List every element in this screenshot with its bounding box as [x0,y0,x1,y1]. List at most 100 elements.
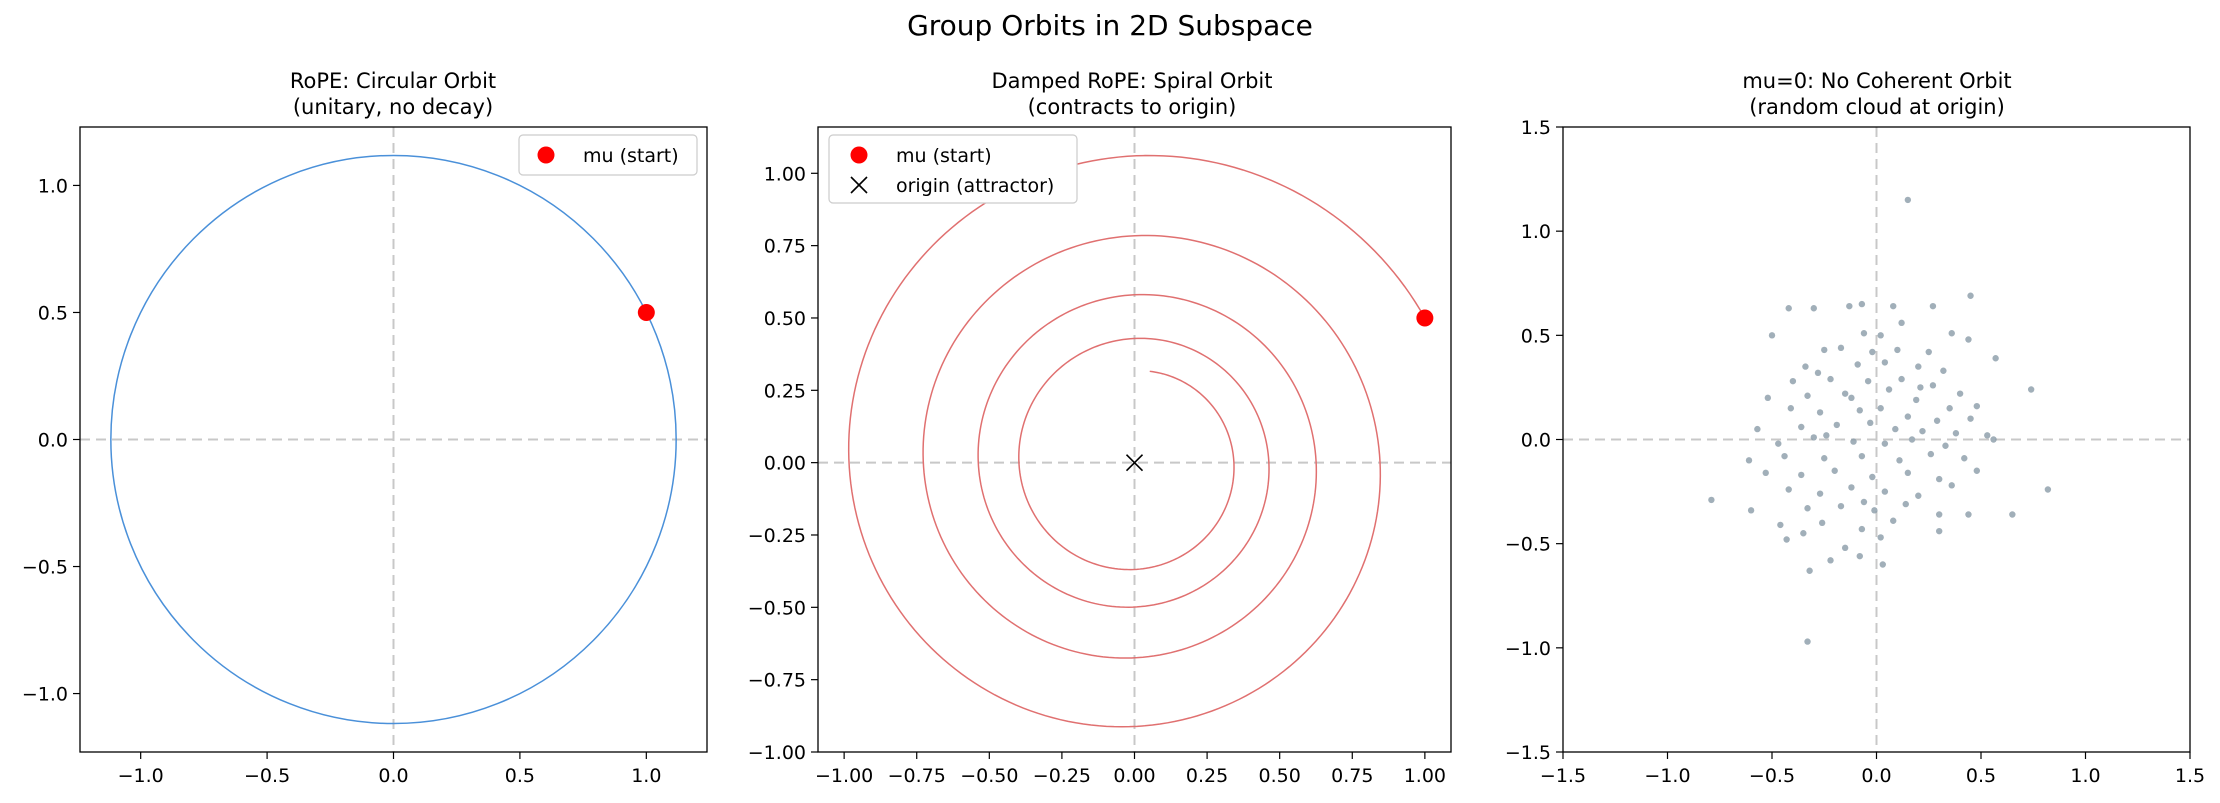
scatter-point [1789,377,1797,385]
scatter-point [1890,517,1897,524]
scatter-point [1942,442,1949,449]
scatter-point [1890,302,1897,310]
y-tick-label: 0.00 [764,453,806,475]
scatter-point [1881,440,1889,447]
x-tick-label: 0.75 [1331,765,1373,787]
y-tick-label: −0.75 [748,670,806,692]
scatter-point [1837,344,1845,352]
scatter-point [1871,507,1878,514]
circular-orbit-line [110,154,677,725]
panel-title-line2: (random cloud at origin) [1749,95,2005,119]
scatter-point [1860,498,1868,506]
scatter-point [1816,490,1824,497]
x-ticks: −1.0 −0.5 0.0 0.5 1.0 [118,752,661,787]
scatter-point [1904,469,1912,477]
scatter-point [1754,425,1761,433]
y-tick-label: −0.5 [22,557,68,579]
scatter-point [1708,496,1715,504]
data-layer [847,154,1434,728]
y-tick-label: −1.0 [22,684,68,706]
scatter-point [1984,432,1991,439]
scatter-point [2044,486,2052,493]
scatter-point [1831,467,1838,474]
spiral-orbit-line [847,154,1426,728]
scatter-point [1915,363,1922,370]
y-tick-label: 0.5 [1521,325,1551,347]
y-ticks: −1.0 −0.5 0.0 0.5 1.0 [22,175,80,706]
scatter-point [1798,423,1805,431]
zero-lines [1563,127,2190,752]
scatter-point [1973,402,1981,410]
scatter-point [2027,386,2035,393]
scatter-point [1965,336,1972,343]
y-tick-label: −0.5 [1505,534,1551,556]
data-layer [1708,196,2052,645]
scatter-point [1952,430,1960,437]
y-tick-label: −1.00 [748,742,806,764]
panel-title-line2: (contracts to origin) [1028,95,1237,119]
panel-title-line1: RoPE: Circular Orbit [290,69,496,93]
scatter-point [1892,425,1899,433]
y-tick-label: 1.0 [1521,221,1551,243]
x-tick-label: −0.5 [1749,765,1795,787]
scatter-point [1867,419,1874,427]
scatter-point [1877,332,1884,339]
scatter-point [1798,471,1805,479]
x-tick-label: −1.0 [1644,765,1690,787]
scatter-point [1967,292,1974,299]
scatter-point [1856,552,1863,560]
legend-frame [518,134,698,176]
scatter-point [1858,300,1866,308]
scatter-point [1848,484,1855,491]
y-tick-label: −1.5 [1505,742,1551,764]
legend-marker-start [850,146,868,164]
x-tick-label: −0.50 [960,765,1018,787]
scatter-point [1904,196,1912,204]
scatter-point [1956,390,1964,397]
scatter-point [1917,384,1924,391]
scatter-point [1856,407,1863,414]
scatter-point [1785,486,1792,493]
scatter-point [1802,363,1809,370]
scatter-point [1764,394,1772,402]
x-tick-label: 0.25 [1186,765,1228,787]
y-tick-label: 1.5 [1521,117,1551,139]
scatter-point [1929,382,1937,389]
y-tick-label: 0.0 [38,430,68,452]
scatter-point [1841,544,1849,552]
scatter-point [1787,405,1795,412]
scatter-point [1936,527,1943,535]
y-tick-label: −0.25 [748,525,806,547]
x-tick-label: −0.75 [888,765,946,787]
x-tick-label: −1.00 [815,765,873,787]
x-tick-label: 0.00 [1113,765,1155,787]
scatter-point [2009,511,2016,518]
scatter-point [1810,305,1818,312]
y-tick-label: 0.25 [764,380,806,402]
scatter-point [1816,409,1824,416]
scatter-point [1933,417,1941,424]
legend-label-start: mu (start) [896,145,992,167]
x-tick-label: 0.0 [1861,765,1891,787]
y-tick-label: 0.5 [38,302,68,324]
figure-title: Group Orbits in 2D Subspace [907,9,1313,42]
y-tick-label: −0.50 [748,597,806,619]
scatter-point [1881,359,1889,366]
y-tick-label: 1.00 [764,163,806,185]
x-tick-label: 0.50 [1259,765,1301,787]
scatter-point [1948,330,1955,337]
x-ticks: −1.00 −0.75 −0.50 −0.25 0.00 0.25 0.50 0.75 1.00 [815,752,1446,787]
scatter-point [1806,567,1813,574]
x-tick-label: 1.0 [2070,765,2100,787]
scatter-point [1827,375,1834,383]
scatter-point [1881,488,1889,495]
scatter-point [1804,392,1811,399]
legend: mu (start) origin (attractor) [828,134,1078,204]
scatter-point [1946,405,1953,412]
scatter-point [1925,348,1932,356]
x-tick-label: 1.0 [631,765,661,787]
scatter-point [1898,375,1905,383]
y-tick-label: −1.0 [1505,638,1551,660]
zero-lines [80,127,707,752]
x-tick-label: −0.25 [1033,765,1091,787]
